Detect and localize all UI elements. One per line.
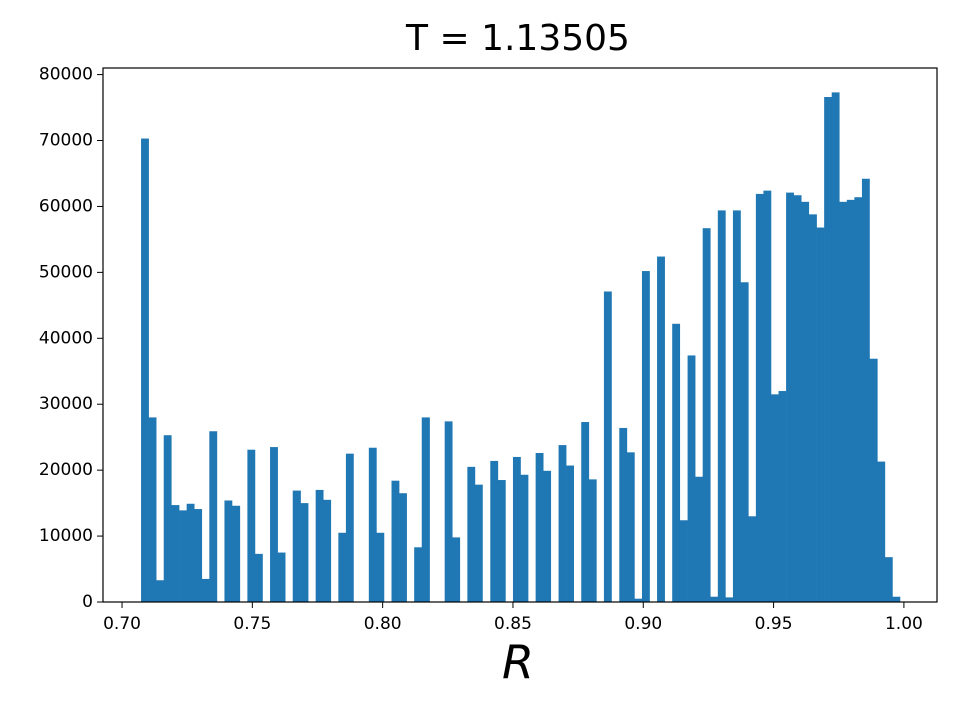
y-tick-label: 50000 <box>39 262 93 282</box>
bar <box>732 210 741 602</box>
bar <box>641 271 650 602</box>
bar <box>315 489 324 602</box>
bar <box>869 358 878 602</box>
bar <box>224 500 233 602</box>
bar <box>467 466 476 602</box>
bar <box>300 503 309 602</box>
bar <box>543 470 552 602</box>
bar <box>816 227 825 602</box>
bar <box>831 92 840 603</box>
bar <box>884 557 893 602</box>
bar <box>710 596 719 602</box>
bar <box>839 201 848 602</box>
chart-title: T = 1.13505 <box>405 18 630 59</box>
y-tick-label: 70000 <box>39 131 93 151</box>
y-tick-label: 10000 <box>39 526 93 546</box>
bar <box>778 391 787 602</box>
bar <box>854 197 863 602</box>
y-tick-label: 20000 <box>39 460 93 480</box>
bar <box>338 532 347 602</box>
bar <box>588 479 597 602</box>
bar <box>846 199 855 602</box>
bar <box>292 490 301 602</box>
bar <box>186 503 195 602</box>
bar <box>201 578 210 602</box>
bar <box>520 474 529 602</box>
x-tick-label: 0.80 <box>364 614 402 634</box>
bar <box>679 520 688 602</box>
bar <box>740 282 749 602</box>
x-axis-label: R <box>502 636 534 690</box>
bar <box>452 537 461 602</box>
bar <box>163 435 172 602</box>
bar <box>786 192 794 602</box>
y-tick-label: 60000 <box>39 196 93 216</box>
bar <box>808 214 817 602</box>
x-tick-label: 0.95 <box>755 614 793 634</box>
bar <box>672 323 681 602</box>
bar <box>399 493 407 602</box>
bar <box>725 597 734 602</box>
x-tick-label: 0.70 <box>103 614 141 634</box>
bar <box>558 445 567 602</box>
bar <box>755 193 764 602</box>
bar <box>748 516 757 602</box>
bar <box>368 447 377 602</box>
bar <box>603 291 612 602</box>
bar <box>626 452 635 602</box>
bar <box>657 256 665 602</box>
bar <box>687 355 696 602</box>
bar <box>270 447 278 602</box>
bar <box>619 427 628 602</box>
bar <box>512 456 521 602</box>
bar <box>391 480 400 602</box>
bar <box>156 580 165 602</box>
bar <box>763 190 772 602</box>
bar <box>877 461 886 602</box>
bar <box>824 97 833 602</box>
bar <box>141 138 149 602</box>
bar <box>497 480 506 602</box>
bar <box>194 509 203 602</box>
bar <box>444 421 453 602</box>
bar <box>892 596 901 602</box>
bar <box>247 449 256 602</box>
bar <box>148 417 157 602</box>
bar <box>421 417 430 602</box>
y-tick-label: 80000 <box>39 65 93 85</box>
bar <box>474 484 483 602</box>
bar <box>171 505 180 602</box>
bar <box>793 195 802 602</box>
y-tick-label: 0 <box>82 592 93 612</box>
x-tick-label: 0.90 <box>624 614 662 634</box>
bar <box>861 178 870 602</box>
bar <box>232 505 241 602</box>
bar <box>695 476 703 602</box>
bar <box>323 499 332 602</box>
bar <box>490 460 499 602</box>
bar <box>717 210 726 602</box>
bar <box>254 553 263 602</box>
y-tick-label: 30000 <box>39 394 93 414</box>
bar <box>277 552 286 602</box>
bar <box>345 453 354 602</box>
bar <box>535 453 544 602</box>
bar <box>702 228 711 602</box>
bar <box>179 510 187 602</box>
x-tick-label: 0.75 <box>233 614 271 634</box>
bar <box>581 422 590 602</box>
bar <box>801 201 810 602</box>
bar <box>770 394 779 602</box>
bar <box>566 465 574 602</box>
x-tick-label: 0.85 <box>494 614 532 634</box>
bar <box>414 547 423 602</box>
bar <box>634 598 643 602</box>
plot-frame <box>102 67 938 603</box>
x-tick-label: 1.00 <box>885 614 923 634</box>
bar <box>209 431 218 602</box>
y-tick-label: 40000 <box>39 328 93 348</box>
bar <box>376 532 385 602</box>
